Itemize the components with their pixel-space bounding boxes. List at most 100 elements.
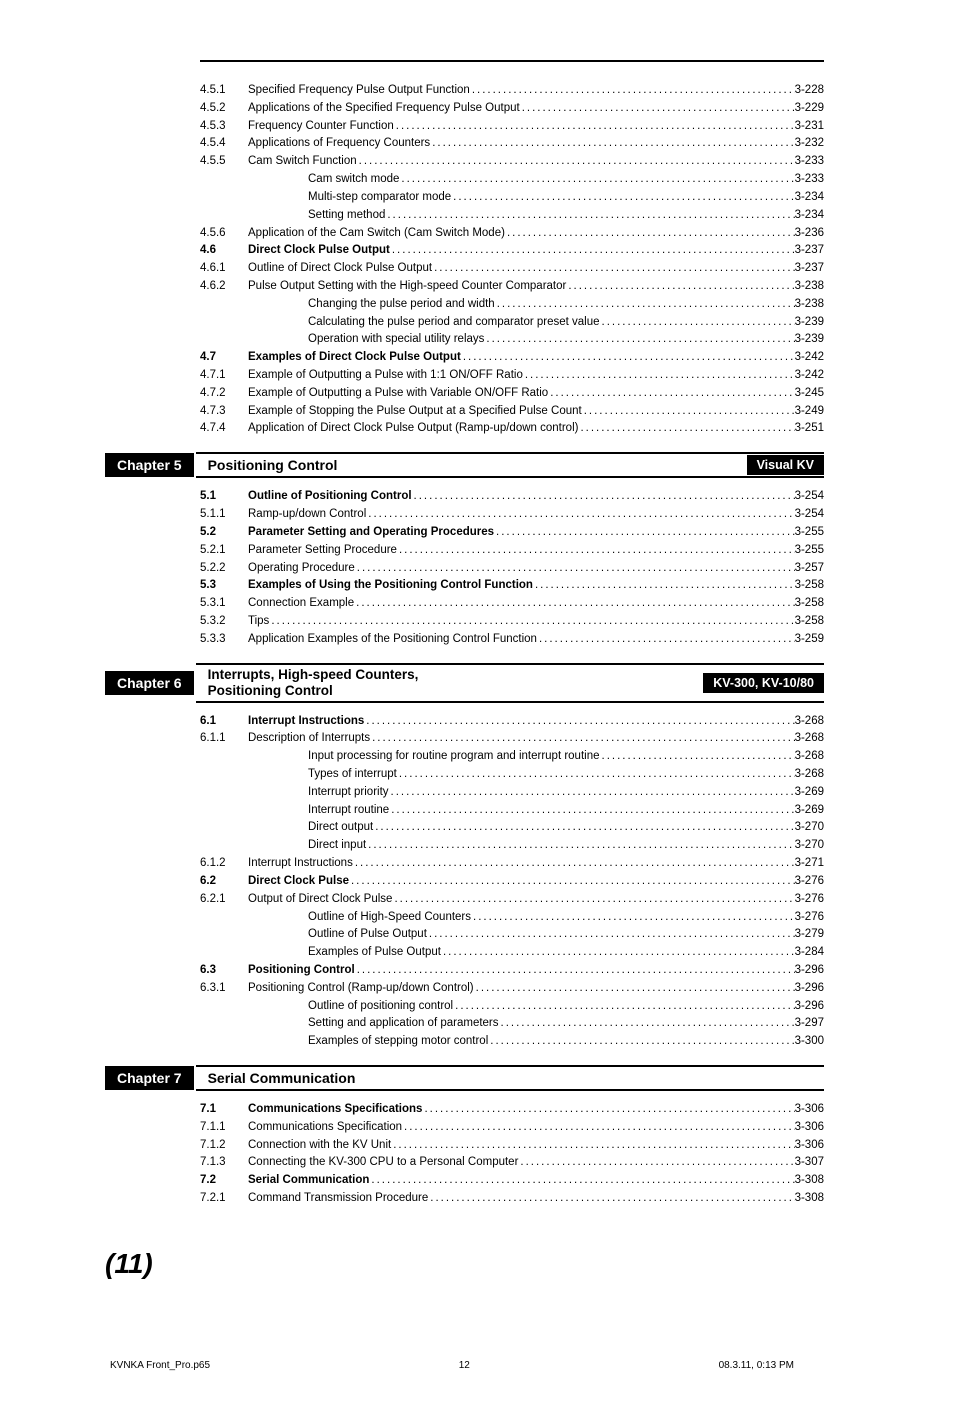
toc-title: Outline of Pulse Output — [248, 926, 427, 944]
toc-dots — [548, 385, 794, 403]
toc-page: 3-269 — [795, 784, 824, 802]
toc-line: 4.7Examples of Direct Clock Pulse Output… — [200, 349, 824, 367]
toc-dots — [451, 189, 794, 207]
toc-dots — [390, 242, 795, 260]
toc-title: Cam Switch Function — [248, 153, 357, 171]
toc-line: Outline of High-Speed Counters 3-276 — [200, 909, 824, 927]
toc-dots — [391, 1137, 794, 1155]
chapter-bar: Positioning ControlVisual KV — [196, 452, 824, 478]
toc-dots — [366, 506, 794, 524]
toc-title: Setting and application of parameters — [248, 1015, 499, 1033]
toc-line: Direct input 3-270 — [200, 837, 824, 855]
toc-page: 3-236 — [795, 225, 824, 243]
toc-page: 3-259 — [795, 631, 824, 649]
toc-dots — [533, 577, 795, 595]
toc-line: 4.7.3Example of Stopping the Pulse Outpu… — [200, 403, 824, 421]
toc-dots — [428, 1190, 794, 1208]
toc-title: Direct Clock Pulse Output — [248, 242, 390, 260]
toc-dots — [453, 998, 794, 1016]
toc-dots — [484, 331, 794, 349]
toc-dots — [499, 1015, 795, 1033]
toc-line: 6.3.1Positioning Control (Ramp-up/down C… — [200, 980, 824, 998]
toc-dots — [495, 296, 795, 314]
toc-line: 6.2.1Output of Direct Clock Pulse 3-276 — [200, 891, 824, 909]
toc-dots — [461, 349, 795, 367]
toc-line: 7.1.3Connecting the KV-300 CPU to a Pers… — [200, 1154, 824, 1172]
toc-title: Setting method — [248, 207, 385, 225]
toc-title: Communications Specification — [248, 1119, 402, 1137]
toc-dots — [523, 367, 795, 385]
toc-line: 5.3.2Tips 3-258 — [200, 613, 824, 631]
footer-left: KVNKA Front_Pro.p65 — [110, 1360, 210, 1371]
toc-dots — [392, 891, 794, 909]
toc-page: 3-308 — [795, 1190, 824, 1208]
toc-dots — [370, 730, 794, 748]
toc-page: 3-306 — [795, 1119, 824, 1137]
toc-line: Setting method 3-234 — [200, 207, 824, 225]
toc-title: Types of interrupt — [248, 766, 397, 784]
toc-dots — [582, 403, 795, 421]
toc-line: 4.6Direct Clock Pulse Output 3-237 — [200, 242, 824, 260]
toc-page: 3-254 — [795, 488, 824, 506]
toc-line: Examples of stepping motor control 3-300 — [200, 1033, 824, 1051]
toc-line: 7.2Serial Communication 3-308 — [200, 1172, 824, 1190]
toc-number: 4.5.2 — [200, 100, 248, 118]
toc-dots — [422, 1101, 794, 1119]
toc-page: 3-276 — [795, 909, 824, 927]
toc-number: 4.6 — [200, 242, 248, 260]
toc-line: 6.1.2Interrupt Instructions 3-271 — [200, 855, 824, 873]
toc-page: 3-279 — [795, 926, 824, 944]
toc-page: 3-268 — [795, 748, 824, 766]
toc-line: Input processing for routine program and… — [200, 748, 824, 766]
toc-title: Examples of stepping motor control — [248, 1033, 488, 1051]
toc-title: Calculating the pulse period and compara… — [248, 314, 600, 332]
toc-title: Interrupt Instructions — [248, 713, 364, 731]
toc-dots — [269, 613, 794, 631]
toc-title: Command Transmission Procedure — [248, 1190, 428, 1208]
toc-number: 6.3.1 — [200, 980, 248, 998]
footer-right: 08.3.11, 0:13 PM — [719, 1360, 794, 1371]
toc-dots — [357, 153, 795, 171]
toc-title: Examples of Using the Positioning Contro… — [248, 577, 533, 595]
toc-page: 3-255 — [795, 542, 824, 560]
toc-page: 3-296 — [795, 998, 824, 1016]
toc-number: 6.1.1 — [200, 730, 248, 748]
toc-dots — [397, 542, 795, 560]
chapter-title: Interrupts, High-speed Counters,Position… — [208, 667, 419, 698]
toc-line: Direct output 3-270 — [200, 819, 824, 837]
toc-title: Parameter Setting and Operating Procedur… — [248, 524, 494, 542]
toc-title: Applications of Frequency Counters — [248, 135, 430, 153]
toc-page: 3-300 — [795, 1033, 824, 1051]
chapter-header: Chapter 6Interrupts, High-speed Counters… — [105, 663, 824, 703]
toc-number: 6.3 — [200, 962, 248, 980]
toc-dots — [600, 314, 795, 332]
toc-title: Application of Direct Clock Pulse Output… — [248, 420, 578, 438]
toc-page: 3-258 — [795, 613, 824, 631]
toc-title: Outline of positioning control — [248, 998, 453, 1016]
toc-line: 5.1.1Ramp-up/down Control 3-254 — [200, 506, 824, 524]
toc-title: Ramp-up/down Control — [248, 506, 366, 524]
toc-line: Outline of positioning control 3-296 — [200, 998, 824, 1016]
toc-dots — [566, 278, 794, 296]
toc-title: Positioning Control — [248, 962, 355, 980]
toc-page: 3-233 — [795, 153, 824, 171]
page-number: (11) — [105, 1248, 954, 1280]
toc-title: Output of Direct Clock Pulse — [248, 891, 392, 909]
toc-number: 5.1 — [200, 488, 248, 506]
toc-page: 3-268 — [795, 713, 824, 731]
toc-dots — [397, 766, 795, 784]
toc-page: 3-251 — [795, 420, 824, 438]
chapter-toc: 7.1Communications Specifications 3-3067.… — [200, 1101, 824, 1208]
toc-dots — [355, 560, 795, 578]
toc-number: 4.7 — [200, 349, 248, 367]
toc-line: 5.2Parameter Setting and Operating Proce… — [200, 524, 824, 542]
toc-line: 4.5.4Applications of Frequency Counters … — [200, 135, 824, 153]
chapter-badge: Visual KV — [747, 455, 824, 475]
toc-number: 7.2.1 — [200, 1190, 248, 1208]
toc-line: Interrupt routine 3-269 — [200, 802, 824, 820]
toc-number: 4.5.6 — [200, 225, 248, 243]
chapter-tab: Chapter 7 — [105, 1066, 196, 1090]
toc-page: 3-249 — [795, 403, 824, 421]
toc-number: 7.1 — [200, 1101, 248, 1119]
chapter-toc: 6.1Interrupt Instructions 3-2686.1.1Desc… — [200, 713, 824, 1051]
